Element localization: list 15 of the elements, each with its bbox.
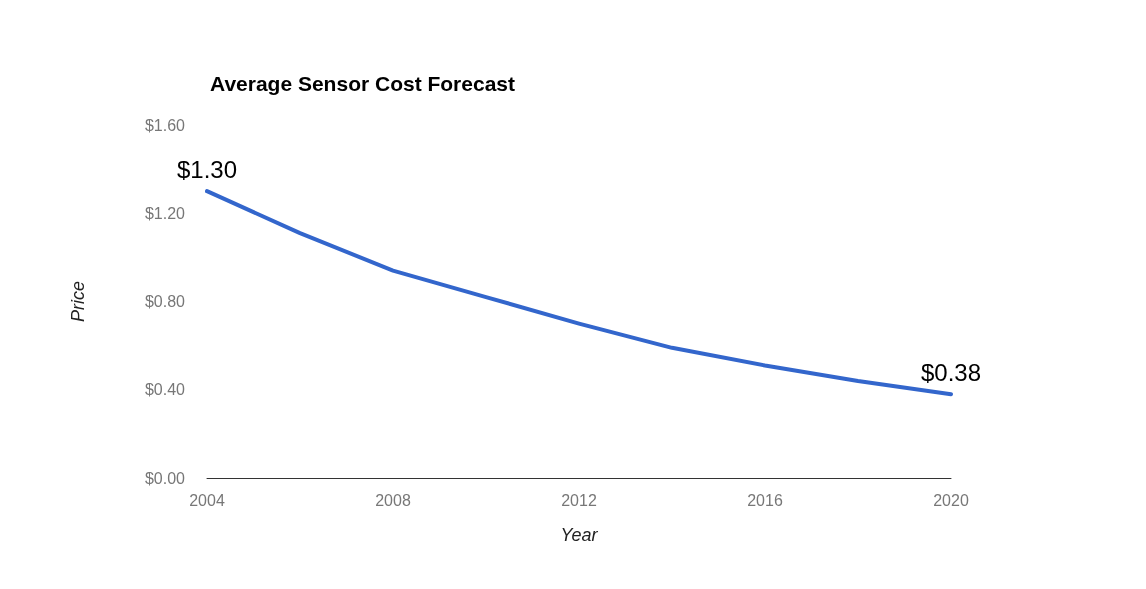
x-tick-label: 2020 xyxy=(933,491,969,509)
x-tick-label: 2004 xyxy=(189,491,225,509)
y-axis-title: Price xyxy=(68,280,88,323)
x-tick-label: 2016 xyxy=(747,491,783,509)
y-tick-label: $1.60 xyxy=(144,116,186,134)
x-axis-title: Year xyxy=(560,525,599,545)
x-tick-label: 2012 xyxy=(561,491,597,509)
data-label: $0.38 xyxy=(920,358,982,386)
y-tick-label: $0.80 xyxy=(144,293,186,310)
y-tick-label: $0.00 xyxy=(144,469,186,487)
chart-title: Average Sensor Cost Forecast xyxy=(210,72,516,95)
x-tick-label: 2008 xyxy=(375,491,411,509)
y-tick-label: $0.40 xyxy=(144,381,186,399)
data-label: $1.30 xyxy=(176,155,238,183)
y-tick-label: $1.20 xyxy=(144,204,186,222)
